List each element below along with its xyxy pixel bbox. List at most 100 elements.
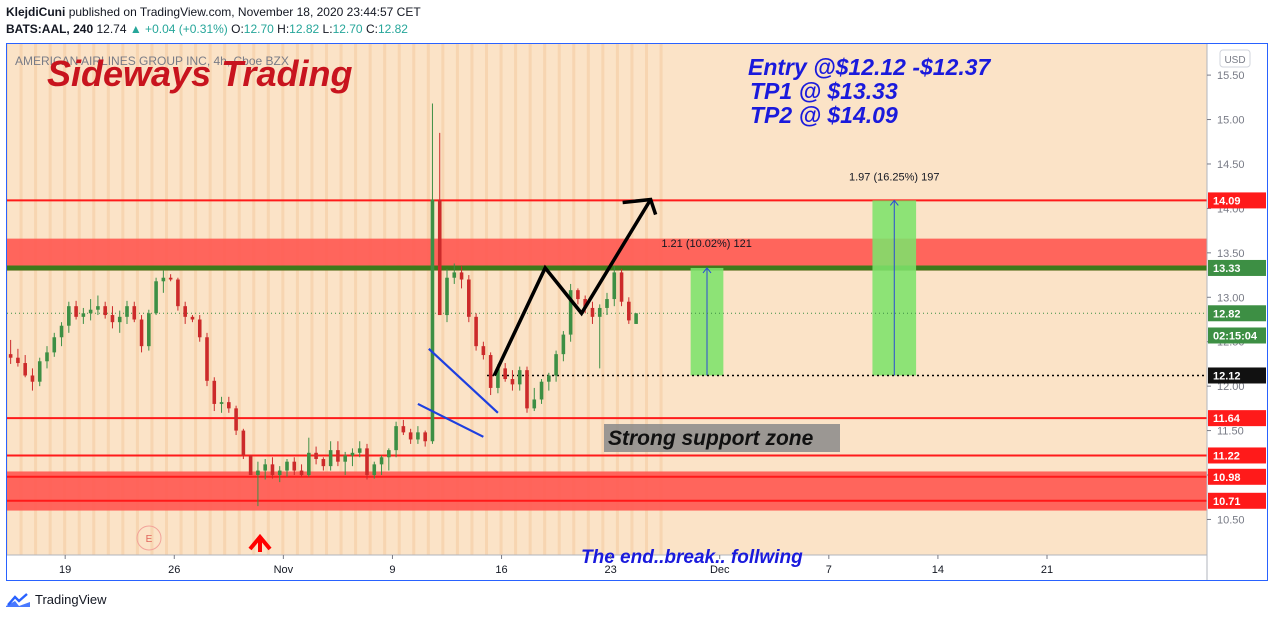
session-stripe [572, 44, 576, 555]
candle-body [103, 306, 107, 316]
session-stripe [63, 44, 67, 555]
candle-body [256, 470, 260, 476]
tp2-measure-label: 1.97 (16.25%) 197 [849, 171, 940, 183]
candle-body [16, 357, 20, 364]
target-arrowhead [889, 199, 899, 206]
session-stripe [441, 44, 445, 555]
last-price: 12.74 [96, 22, 127, 36]
candle-body [539, 381, 544, 400]
tradingview-brand[interactable]: TradingView [35, 592, 107, 607]
session-stripe [179, 44, 183, 555]
candle-body [561, 334, 566, 355]
session-stripe [252, 44, 256, 555]
candle-body [307, 452, 311, 476]
price-label-box [1208, 468, 1266, 485]
chart-frame[interactable]: AMERICAN AIRLINES GROUP INC, 4h, Cboe BZ… [6, 43, 1268, 581]
session-stripe [339, 44, 343, 555]
candle-body [88, 309, 93, 314]
publish-info: KlejdiCuni published on TradingView.com,… [6, 5, 421, 19]
session-stripe [354, 44, 358, 555]
session-stripe [135, 44, 139, 555]
candle-body [30, 375, 35, 382]
session-stripe [412, 44, 416, 555]
close-label: C: [365, 22, 378, 36]
candle-body [605, 299, 609, 308]
session-stripe [92, 44, 96, 555]
candle-body [445, 277, 449, 316]
candle-body [74, 306, 78, 317]
session-stripe [266, 44, 270, 555]
candle-body [132, 306, 137, 320]
session-stripe [223, 44, 227, 555]
candle-body [285, 461, 289, 471]
candle-body [52, 337, 57, 353]
session-stripe [397, 44, 401, 555]
tp2-annotation: TP2 @ $14.09 [750, 102, 898, 128]
price-chart[interactable]: AMERICAN AIRLINES GROUP INC, 4h, Cboe BZ… [7, 44, 1267, 580]
candle-body [474, 316, 478, 347]
price-label: 02:15:04 [1213, 330, 1258, 342]
candle-body [437, 199, 442, 316]
session-stripe [295, 44, 299, 555]
candle-body [365, 448, 369, 476]
x-axis: 19 26 Nov 9 16 23 Dec 7 14 21 [59, 555, 1053, 576]
candle-body [205, 337, 209, 381]
currency-badge[interactable] [1219, 49, 1251, 68]
session-stripe [34, 44, 38, 555]
support-label-box [604, 424, 840, 452]
x-tick-label: 26 [168, 564, 180, 576]
y-tick-label: 12.00 [1217, 381, 1245, 393]
projection-arrowhead [622, 197, 658, 216]
session-stripe [325, 44, 328, 555]
y-tick-label: 14.50 [1217, 159, 1245, 171]
x-tick-label: 14 [932, 564, 944, 576]
x-tick-label: 23 [605, 564, 617, 576]
tradingview-logo-icon [6, 592, 30, 607]
candle-body [227, 402, 231, 409]
candle-body [59, 325, 64, 338]
open-value: 12.70 [243, 22, 274, 36]
candle-body [37, 361, 42, 382]
session-stripe [514, 44, 518, 555]
candle-body [336, 450, 340, 462]
low-value: 12.70 [332, 22, 363, 36]
price-label: 11.64 [1213, 413, 1241, 425]
bottom-annotation: The end..break.. follwing [581, 547, 803, 568]
price-label-box [1208, 492, 1266, 509]
session-stripe [383, 44, 387, 555]
open-label: O: [231, 22, 244, 36]
wedge-trendline [417, 402, 484, 438]
symbol-info: BATS:AAL, 240 12.74 ▲ +0.04 (+0.31%) O:1… [6, 22, 408, 36]
instrument-label: AMERICAN AIRLINES GROUP INC, 4h, Cboe BZ… [15, 54, 289, 68]
candle-body [583, 299, 587, 308]
session-stripe [310, 44, 314, 555]
candle-body [517, 370, 522, 385]
support-zone [7, 471, 1207, 511]
x-tick-label: Dec [710, 564, 730, 576]
candle-body [183, 306, 187, 317]
candle-body [532, 399, 537, 409]
session-stripe [150, 44, 154, 555]
candle-body [372, 464, 377, 476]
x-tick-label: 19 [59, 564, 71, 576]
candle-body [525, 370, 529, 409]
y-tick-label: 15.50 [1217, 70, 1245, 82]
earnings-marker-icon[interactable] [136, 525, 162, 551]
high-value: 12.82 [289, 22, 320, 36]
price-label-box [1208, 410, 1266, 427]
candle-body [627, 301, 631, 321]
candle-body [154, 281, 158, 314]
currency-label: USD [1224, 55, 1245, 66]
price-label-box [1208, 447, 1266, 464]
session-stripe [455, 44, 459, 555]
session-stripe [557, 44, 561, 555]
candle-body [314, 452, 318, 460]
price-label-box [1208, 305, 1266, 322]
candle-body [619, 272, 624, 302]
tp1-annotation: TP1 @ $13.33 [750, 78, 898, 104]
candle-body [161, 277, 166, 282]
candle-body [81, 313, 86, 317]
author-name[interactable]: KlejdiCuni [6, 5, 66, 19]
y-tick-label: 10.50 [1217, 514, 1245, 526]
candle-body [328, 450, 333, 467]
